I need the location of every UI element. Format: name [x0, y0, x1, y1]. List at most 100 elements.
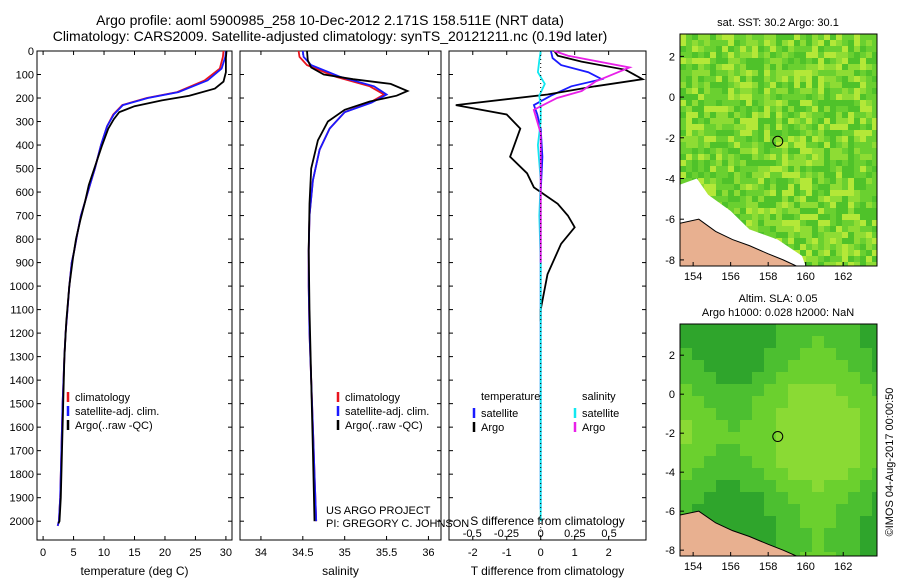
map-cell [752, 336, 764, 348]
lon-tick-label: 156 [721, 561, 739, 573]
map-cell [812, 178, 818, 184]
map-cell [680, 64, 686, 70]
map-cell [872, 552, 877, 556]
map-cell [854, 106, 860, 112]
map-cell [770, 148, 776, 154]
map-cell [860, 504, 872, 516]
map-cell [752, 226, 758, 232]
map-cell [740, 480, 752, 492]
map-cell [866, 100, 872, 106]
map-cell [860, 166, 866, 172]
map-cell [800, 214, 806, 220]
map-cell [728, 64, 734, 70]
map-cell [764, 372, 776, 384]
map-cell [806, 76, 812, 82]
map-cell [800, 34, 806, 40]
map-cell [860, 408, 872, 420]
map-cell [812, 112, 818, 118]
map-cell [806, 208, 812, 214]
map-cell [770, 100, 776, 106]
map-cell [770, 76, 776, 82]
map-cell [800, 94, 806, 100]
map-cell [800, 148, 806, 154]
map-cell [836, 106, 842, 112]
map-cell [806, 172, 812, 178]
map-cell [740, 58, 746, 64]
map-cell [764, 226, 770, 232]
map-cell [788, 432, 800, 444]
map-cell [794, 190, 800, 196]
map-cell [764, 384, 776, 396]
map-cell [818, 178, 824, 184]
map-cell [824, 82, 830, 88]
map-cell [848, 348, 860, 360]
map-cell [860, 384, 872, 396]
map-cell [692, 360, 704, 372]
map-cell [818, 250, 824, 256]
map-cell [860, 492, 872, 504]
map-cell [704, 52, 710, 58]
map-cell [824, 384, 836, 396]
map-cell [788, 504, 800, 516]
map-cell [734, 64, 740, 70]
map-cell [782, 148, 788, 154]
map-cell [818, 136, 824, 142]
map-cell [830, 70, 836, 76]
map-cell [728, 88, 734, 94]
map-cell [854, 238, 860, 244]
map-cell [812, 202, 818, 208]
map-cell [800, 64, 806, 70]
map-cell [716, 190, 722, 196]
map-cell [782, 184, 788, 190]
map-cell [818, 142, 824, 148]
map-cell [728, 58, 734, 64]
map-cell [734, 154, 740, 160]
map-cell [848, 528, 860, 540]
map-cell [740, 468, 752, 480]
map-cell [806, 256, 812, 262]
map-cell [848, 232, 854, 238]
map-cell [758, 166, 764, 172]
map-cell [692, 112, 698, 118]
map-cell [776, 154, 782, 160]
map-cell [740, 220, 746, 226]
legend-label: satellite-adj. clim. [345, 406, 429, 418]
map-cell [722, 94, 728, 100]
map-cell [740, 124, 746, 130]
map-cell [872, 432, 877, 444]
lon-tick-label: 158 [759, 561, 777, 573]
map-cell [740, 184, 746, 190]
map-cell [692, 172, 698, 178]
map-cell [818, 70, 824, 76]
map-cell [800, 444, 812, 456]
map-cell [830, 58, 836, 64]
legend-label: satellite [481, 408, 518, 420]
map-cell [872, 214, 877, 220]
map-cell [854, 136, 860, 142]
map-cell [812, 70, 818, 76]
map-cell [818, 208, 824, 214]
map-cell [836, 58, 842, 64]
map-cell [872, 160, 877, 166]
map-cell [704, 70, 710, 76]
map-cell [818, 40, 824, 46]
map-cell [788, 552, 800, 556]
map-cell [698, 130, 704, 136]
map-cell [836, 432, 848, 444]
map-cell [770, 154, 776, 160]
map-cell [692, 396, 704, 408]
map-cell [866, 118, 872, 124]
map-cell [764, 336, 776, 348]
map-cell [692, 100, 698, 106]
map-cell [698, 70, 704, 76]
map-cell [866, 40, 872, 46]
map-cell [740, 100, 746, 106]
map-cell [698, 124, 704, 130]
map-cell [860, 324, 872, 336]
map-cell [824, 226, 830, 232]
map-cell [848, 40, 854, 46]
map-cell [728, 136, 734, 142]
map-cell [872, 148, 877, 154]
map-cell [800, 106, 806, 112]
